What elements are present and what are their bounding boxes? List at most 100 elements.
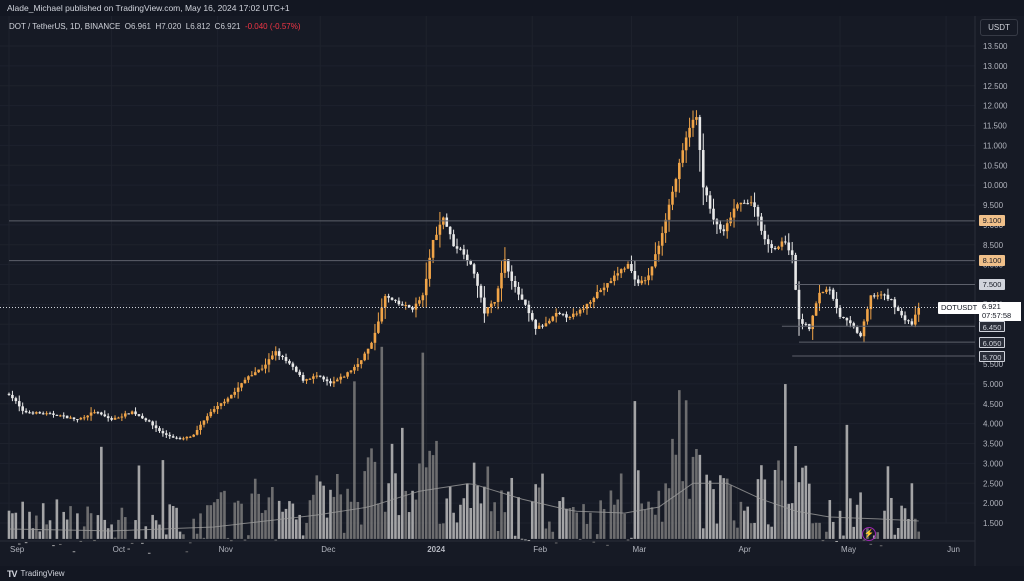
candle-body	[886, 294, 890, 300]
volume-bar	[804, 465, 808, 539]
candle-body	[100, 412, 103, 415]
price-tick-label: 3.000	[983, 459, 1004, 468]
volume-bar	[626, 539, 630, 541]
time-tick-label: Oct	[113, 545, 126, 554]
volume-bar	[216, 499, 219, 539]
volume-bar	[284, 508, 288, 539]
candle-body	[787, 242, 791, 251]
lightning-icon[interactable]: ⚡	[862, 527, 876, 541]
candle-body	[137, 414, 141, 416]
volume-bar	[712, 489, 715, 539]
volume-bar	[445, 498, 449, 539]
candle-body	[82, 417, 86, 419]
volume-bar	[910, 483, 914, 539]
volume-bar	[664, 483, 667, 539]
volume-bar	[171, 505, 175, 539]
price-tick-label: 3.500	[983, 440, 1004, 449]
candle-body	[141, 415, 144, 419]
price-tick-label: 5.500	[983, 360, 1004, 369]
volume-bar	[134, 520, 137, 539]
volume-bar	[500, 490, 503, 539]
candle-body	[862, 321, 866, 337]
candle-body	[613, 275, 616, 282]
volume-bar	[359, 524, 363, 539]
candle-body	[253, 372, 257, 376]
candle-body	[431, 239, 435, 258]
volume-bar	[158, 524, 161, 539]
volume-bar	[722, 478, 726, 539]
candle-body	[599, 290, 602, 292]
volume-bar	[479, 503, 483, 539]
volume-bar	[106, 528, 110, 539]
candle-body	[701, 150, 705, 188]
volume-bar	[801, 467, 804, 539]
candle-body	[643, 280, 647, 282]
candle-body	[428, 257, 431, 279]
candle-body	[524, 299, 527, 305]
volume-bar	[418, 463, 421, 539]
volume-bar	[411, 490, 414, 539]
volume-bar	[907, 518, 910, 539]
price-chart[interactable]: 13.500 13.000 12.500 12.000 11.500 11.000 10.5…	[0, 16, 1024, 566]
candle-body	[171, 436, 175, 438]
volume-bar	[715, 523, 719, 539]
volume-bar	[602, 508, 606, 539]
volume-bar	[21, 501, 24, 539]
candle-body	[113, 417, 117, 420]
volume-bar	[240, 503, 243, 539]
volume-bar	[589, 512, 592, 539]
candle-body	[780, 241, 784, 247]
legend-high: 7.020	[161, 22, 182, 31]
candle-body	[469, 260, 472, 265]
candle-body	[650, 266, 654, 276]
candle-body	[678, 162, 681, 180]
volume-bar	[849, 498, 852, 539]
volume-bar	[914, 518, 917, 539]
volume-bar	[69, 506, 72, 539]
volume-bar	[79, 540, 83, 542]
candle-body	[373, 332, 377, 343]
volume-bar	[483, 486, 486, 539]
candle-body	[277, 351, 281, 356]
candle-body	[784, 241, 787, 243]
candle-body	[633, 271, 637, 280]
volume-bar	[657, 490, 661, 539]
legend-open-label: O	[124, 22, 131, 31]
volume-bar	[253, 478, 257, 539]
candle-body	[230, 394, 233, 399]
candle-body	[575, 313, 579, 315]
candle-body	[664, 219, 667, 234]
volume-bar	[578, 538, 582, 540]
volume-bar	[397, 515, 401, 539]
volume-bar	[708, 480, 712, 539]
volume-bar	[701, 528, 705, 539]
volume-bar	[100, 446, 103, 539]
volume-bar	[370, 448, 373, 539]
candle-body	[370, 342, 373, 349]
candle-body	[479, 285, 483, 298]
chart-panel[interactable]	[0, 16, 1024, 566]
volume-bar	[329, 489, 332, 539]
candle-body	[298, 371, 301, 375]
candle-body	[773, 248, 777, 250]
candle-body	[500, 272, 503, 289]
volume-bar	[671, 438, 674, 539]
volume-bar	[288, 501, 291, 539]
candle-body	[130, 411, 134, 414]
volume-bar	[377, 503, 380, 539]
candle-body	[606, 283, 609, 288]
tradingview-logo[interactable]: TV TradingView	[7, 566, 65, 581]
volume-bar	[667, 488, 671, 539]
legend-close-label: C	[214, 22, 221, 31]
candle-body	[811, 315, 814, 330]
price-tick-label: 2.500	[983, 479, 1004, 488]
volume-bar	[609, 490, 613, 539]
volume-bar	[572, 506, 575, 539]
candle-body	[636, 279, 640, 284]
volume-bar	[743, 510, 746, 539]
candle-body	[315, 375, 319, 377]
candle-body	[291, 363, 295, 367]
volume-bar	[65, 519, 69, 539]
candle-body	[859, 332, 862, 337]
currency-button[interactable]: USDT	[980, 19, 1018, 36]
